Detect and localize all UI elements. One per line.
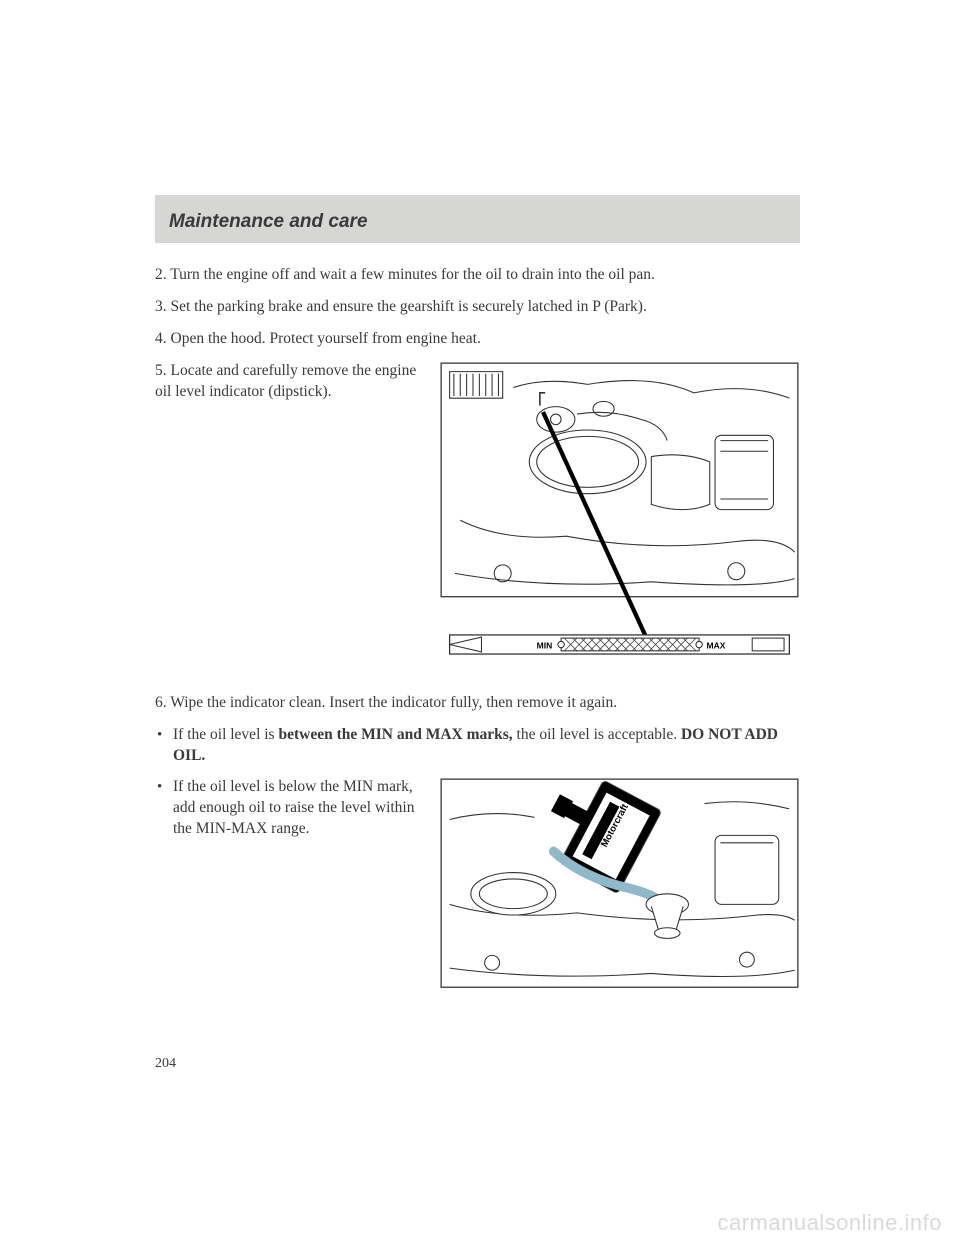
step-5-row: 5. Locate and carefully remove the engin… [155, 361, 800, 680]
section-header: Maintenance and care [155, 195, 800, 243]
bullet-2-row: If the oil level is below the MIN mark, … [155, 777, 800, 989]
bullet-1: If the oil level is between the MIN and … [173, 725, 800, 767]
bullet-1-mid: the oil level is acceptable. [513, 726, 681, 743]
bullet-2: If the oil level is below the MIN mark, … [173, 777, 425, 840]
oil-pour-illustration: Motorcraft [439, 777, 800, 989]
engine-dipstick-illustration: MIN MAX [439, 361, 800, 680]
dipstick-max-label: MAX [707, 640, 726, 650]
step-6: 6. Wipe the indicator clean. Insert the … [155, 693, 800, 714]
step-3: 3. Set the parking brake and ensure the … [155, 297, 800, 318]
step-2: 2. Turn the engine off and wait a few mi… [155, 265, 800, 286]
bullet-1-bold: between the MIN and MAX marks, [278, 726, 512, 743]
page-container: Maintenance and care 2. Turn the engine … [0, 0, 960, 989]
step-4: 4. Open the hood. Protect yourself from … [155, 329, 800, 350]
dipstick-min-label: MIN [537, 640, 553, 650]
step-5: 5. Locate and carefully remove the engin… [155, 361, 425, 403]
watermark: carmanualsonline.info [717, 1210, 942, 1236]
bullet-list-2: If the oil level is below the MIN mark, … [155, 777, 425, 840]
page-number: 204 [155, 1056, 176, 1072]
bullet-1-pre: If the oil level is [173, 726, 278, 743]
bullet-list: If the oil level is between the MIN and … [155, 725, 800, 767]
section-title: Maintenance and care [169, 211, 786, 233]
